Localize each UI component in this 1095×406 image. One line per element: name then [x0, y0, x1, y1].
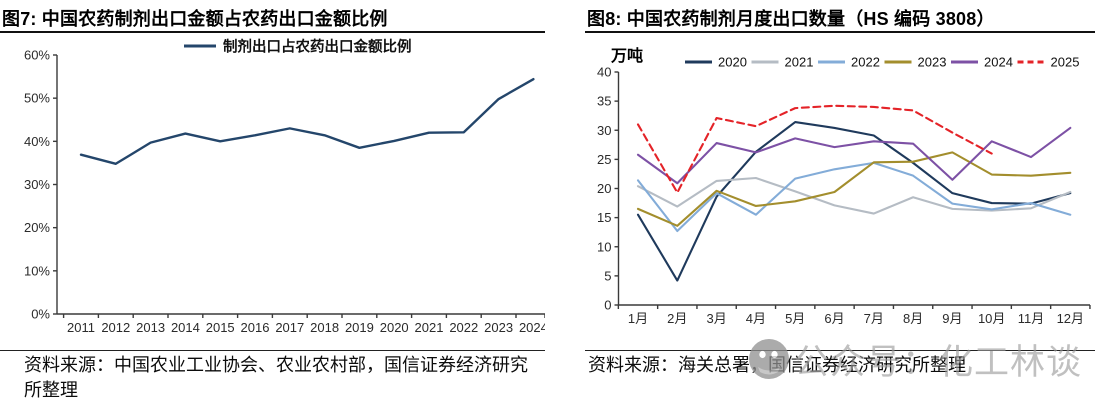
figure7-title: 图7: 中国农药制剂出口金额占农药出口金额比例: [2, 9, 388, 29]
x-axis-tick-label: 9月: [942, 311, 962, 326]
figure8-source-note: 资料来源：海关总署，国信证券经济研究所整理: [588, 355, 966, 375]
figure7-title-rule: [0, 31, 545, 33]
x-axis-tick-label: 2022: [449, 320, 478, 335]
figure7-line-chart: 0% 10% 20% 30% 40% 50% 60% 2011 2012 2013 2014 2015…: [24, 38, 545, 335]
figure7-source-note: 资料来源：中国农业工业协会、农业农村部，国信证券经济研究所整理: [24, 355, 528, 400]
series-line-2021: [636, 176, 1072, 215]
figure8-legend-label-2021: 2021: [785, 55, 814, 70]
figure8-legend-label-2020: 2020: [718, 55, 747, 70]
figure8-y-axis-unit: 万吨: [611, 48, 644, 65]
y-axis-tick-label: 40%: [24, 134, 50, 149]
y-axis-tick-label: 35: [597, 94, 611, 109]
series-line-2020: [636, 121, 1072, 282]
x-axis-tick-label: 6月: [824, 311, 844, 326]
x-axis-tick-label: 2015: [206, 320, 235, 335]
y-axis-tick-label: 20: [597, 181, 611, 196]
figure7-legend-label: 制剂出口占农药出口金额比例: [223, 38, 412, 56]
figure7-panel: 图7: 中国农药制剂出口金额占农药出口金额比例 0% 10% 20% 30% 40% 50…: [0, 0, 545, 406]
y-axis-tick-label: 0: [604, 298, 611, 313]
series-line-2023: [636, 151, 1072, 227]
series-line-2025: [636, 104, 993, 194]
y-axis-tick-label: 20%: [24, 220, 50, 235]
y-axis-tick-label: 50%: [24, 91, 50, 106]
figure7-bottom-rule: [0, 350, 545, 351]
y-axis-tick-label: 40: [597, 65, 611, 80]
x-axis-tick-label: 10月: [978, 311, 1005, 326]
x-axis-tick-label: 2018: [310, 320, 339, 335]
x-axis-tick-label: 11月: [1018, 311, 1045, 326]
x-axis-tick-label: 2020: [380, 320, 409, 335]
y-axis-tick-label: 25: [597, 152, 611, 167]
figure8-title: 图8: 中国农药制剂月度出口数量（HS 编码 3808）: [587, 9, 995, 29]
x-axis-tick-label: 2023: [484, 320, 513, 335]
x-axis-tick-label: 2013: [136, 320, 165, 335]
figure8-legend-label-2025: 2025: [1051, 55, 1080, 70]
x-axis-tick-label: 5月: [785, 311, 805, 326]
x-axis-tick-label: 3月: [706, 311, 726, 326]
x-axis-tick-label: 2016: [241, 320, 270, 335]
x-axis-tick-label: 2024: [519, 320, 545, 335]
y-axis-tick-label: 60%: [24, 48, 50, 63]
y-axis-tick-label: 0%: [31, 307, 50, 322]
x-axis-tick-label: 12月: [1057, 311, 1084, 326]
x-axis-tick-label: 2月: [667, 311, 687, 326]
x-axis-tick-label: 2017: [275, 320, 304, 335]
x-axis-tick-label: 7月: [864, 311, 884, 326]
x-axis-tick-label: 1月: [628, 311, 648, 326]
x-axis-tick-label: 4月: [746, 311, 766, 326]
x-axis-tick-label: 2014: [171, 320, 200, 335]
series-line-2024: [636, 126, 1072, 185]
figure8-bottom-rule: [585, 350, 1095, 351]
x-axis-tick-label: 2011: [67, 320, 95, 335]
series-line-2022: [636, 161, 1072, 233]
figure8-legend-label-2023: 2023: [918, 55, 947, 70]
x-axis-tick-label: 8月: [903, 311, 923, 326]
y-axis-tick-label: 15: [597, 210, 611, 225]
x-axis-tick-label: 2019: [345, 320, 374, 335]
x-axis-tick-label: 2012: [101, 320, 130, 335]
y-axis-tick-label: 30%: [24, 177, 50, 192]
y-axis-tick-label: 30: [597, 123, 611, 138]
x-axis-tick-label: 2021: [415, 320, 444, 335]
figure8-legend-label-2024: 2024: [984, 55, 1013, 70]
y-axis-tick-label: 10%: [24, 263, 50, 278]
figure8-legend-label-2022: 2022: [851, 55, 880, 70]
series-line-制剂出口占农药出口金额比例: [79, 77, 535, 165]
y-axis-tick-label: 10: [597, 239, 611, 254]
figure8-title-rule: [585, 31, 1095, 33]
y-axis-tick-label: 5: [604, 268, 611, 283]
figure8-panel: 图8: 中国农药制剂月度出口数量（HS 编码 3808） 万吨 0 5 10 15 20…: [585, 0, 1095, 406]
